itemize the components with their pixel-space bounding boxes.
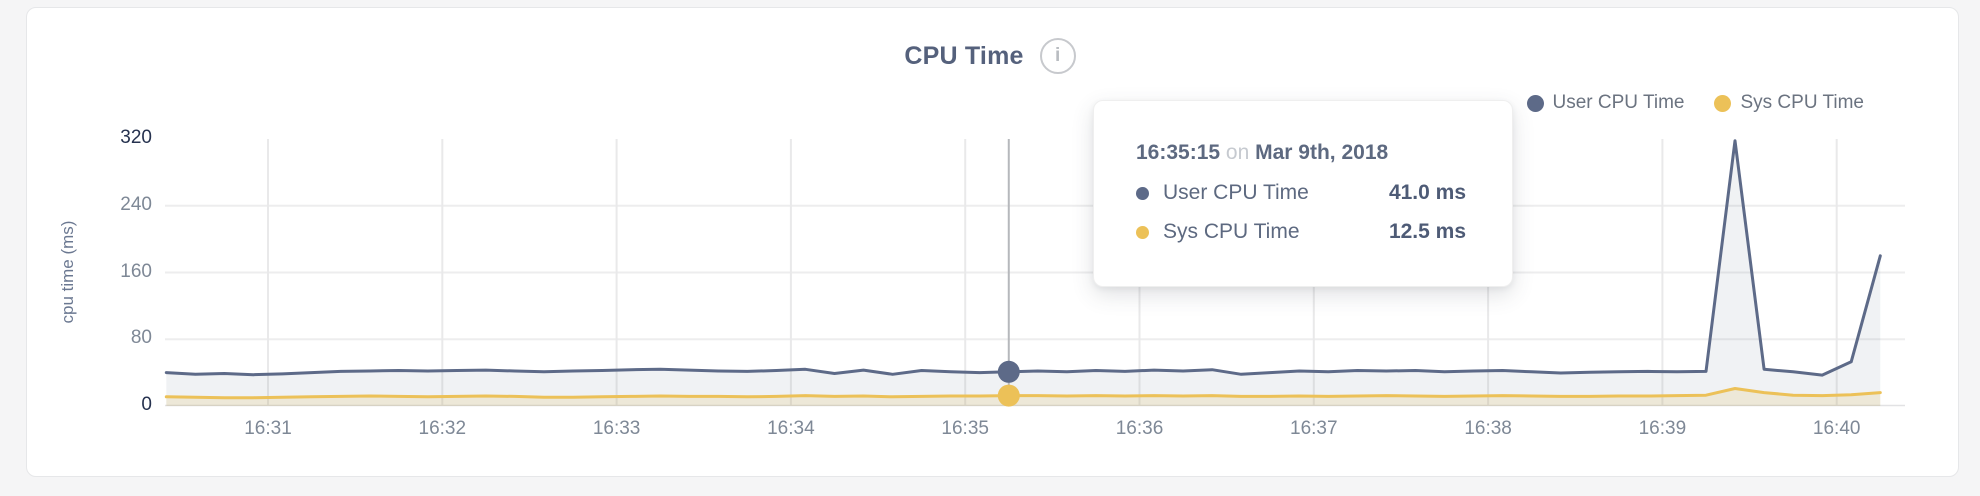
tooltip-date: Mar 9th, 2018	[1255, 141, 1389, 164]
hover-point-sys[interactable]	[997, 384, 1020, 407]
legend-user-dot-icon	[1526, 94, 1544, 112]
chart-tooltip: 16:35:15 on Mar 9th, 2018 User CPU Time …	[1093, 100, 1513, 287]
chart-card	[26, 7, 1959, 477]
tooltip-row-sys: Sys CPU Time 12.5 ms	[1136, 217, 1466, 247]
legend-item-sys[interactable]: Sys CPU Time	[1714, 92, 1864, 114]
sys-cpu-line	[164, 387, 1882, 400]
chart-header: CPU Time i	[0, 38, 1980, 74]
tooltip-sys-value: 12.5 ms	[1388, 220, 1466, 243]
user-area-fill	[166, 140, 1881, 406]
tooltip-time: 16:35:15	[1136, 141, 1221, 164]
tooltip-sys-dot-icon	[1136, 225, 1149, 239]
tooltip-sys-label: Sys CPU Time	[1163, 220, 1300, 243]
tooltip-header: 16:35:15 on Mar 9th, 2018	[1136, 137, 1466, 169]
legend-item-user[interactable]: User CPU Time	[1526, 92, 1685, 114]
info-icon[interactable]: i	[1039, 38, 1076, 74]
tooltip-user-dot-icon	[1136, 186, 1149, 200]
sys-area-fill	[166, 388, 1881, 406]
page-title: CPU Time	[904, 41, 1024, 70]
tooltip-conjunction: on	[1225, 141, 1250, 164]
legend-sys-dot-icon	[1714, 94, 1732, 112]
tooltip-user-label: User CPU Time	[1163, 181, 1309, 204]
hover-point-user[interactable]	[997, 360, 1020, 383]
tooltip-user-value: 41.0 ms	[1388, 181, 1466, 204]
legend-sys-label: Sys CPU Time	[1740, 92, 1864, 113]
legend: User CPU Time Sys CPU Time	[1526, 92, 1864, 114]
legend-user-label: User CPU Time	[1552, 92, 1685, 113]
user-cpu-line	[164, 139, 1882, 377]
tooltip-row-user: User CPU Time 41.0 ms	[1136, 178, 1466, 208]
